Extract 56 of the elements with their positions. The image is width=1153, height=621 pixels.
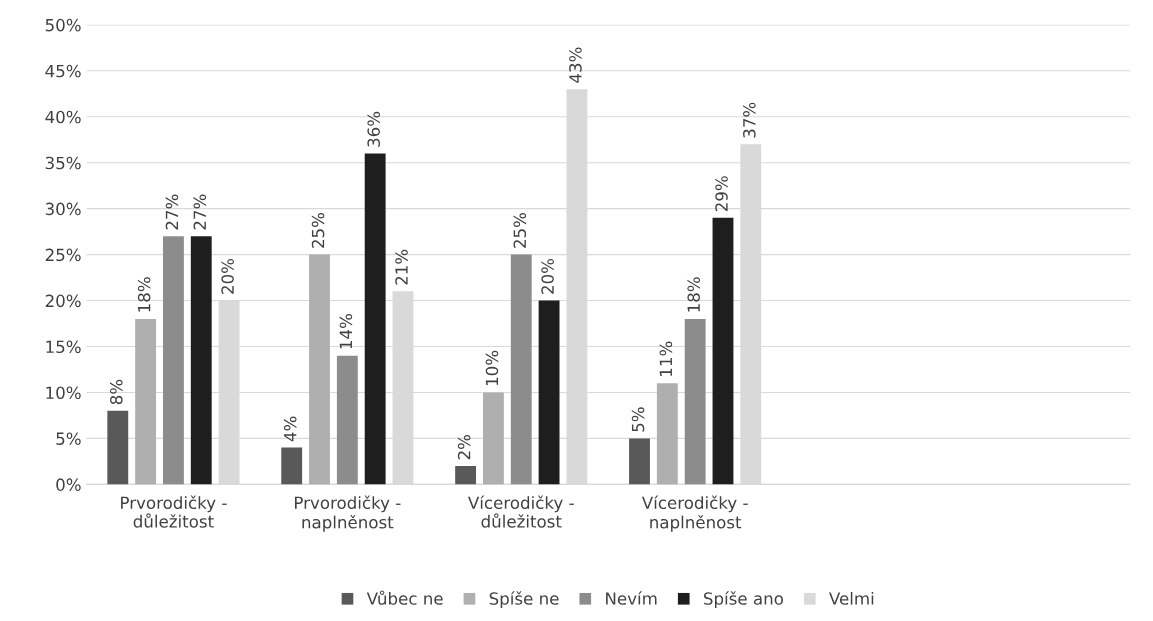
data-label: 4% [283, 416, 297, 442]
bar [712, 217, 734, 485]
data-label: 18% [687, 277, 700, 312]
bar [107, 410, 129, 485]
bar [656, 383, 678, 485]
y-tick-label: 35% [45, 156, 81, 170]
data-label: 43% [569, 47, 582, 83]
y-tick-label: 10% [46, 386, 81, 400]
bar [455, 466, 477, 485]
y-tick-label: 5% [56, 432, 81, 445]
bar [336, 355, 358, 485]
legend-label: Velmi [829, 591, 874, 605]
x-tick-label: Vícerodičky - důležitost [468, 495, 574, 528]
data-label: 5% [631, 407, 645, 432]
data-label: 11% [659, 341, 673, 376]
x-tick-label: Prvorodičky - naplněnost [295, 495, 401, 532]
y-tick-label: 25% [45, 248, 81, 262]
legend-label: Spíše ano [704, 591, 783, 609]
y-tick-label: 15% [46, 340, 81, 354]
bar [281, 447, 303, 485]
data-label: 14% [339, 314, 353, 349]
bar [309, 254, 330, 485]
bar [684, 318, 706, 485]
y-tick-label: 45% [45, 64, 81, 78]
x-tick-label: Prvorodičky - důležitost [121, 495, 227, 528]
y-tick-label: 30% [45, 202, 81, 216]
x-tick-label: Vícerodičky - naplněnost [641, 495, 748, 532]
data-label: 36% [367, 111, 380, 147]
data-label: 25% [513, 212, 527, 248]
bar [364, 153, 386, 485]
bar [482, 392, 504, 485]
data-label: 2% [457, 434, 471, 460]
bar [538, 300, 560, 485]
data-label: 37% [743, 102, 756, 138]
bar [163, 236, 184, 485]
bar [629, 438, 650, 485]
data-label: 20% [541, 258, 554, 294]
legend-label: Nevím [606, 591, 657, 605]
y-tick-label: 0% [56, 478, 81, 491]
legend-label: Spíše ne [489, 591, 559, 609]
bar [510, 254, 532, 485]
data-label: 25% [311, 212, 325, 248]
bar [190, 236, 212, 485]
legend-label: Vůbec ne [366, 590, 443, 605]
y-tick-label: 40% [45, 110, 81, 124]
data-label: 27% [193, 194, 207, 230]
data-label: 18% [137, 277, 151, 312]
data-label: 27% [165, 194, 179, 230]
y-tick-label: 20% [45, 294, 81, 308]
data-label: 10% [485, 350, 499, 386]
y-tick-label: 50% [45, 18, 81, 32]
data-label: 20% [221, 258, 234, 294]
data-label: 21% [395, 249, 408, 285]
data-label: 8% [110, 379, 123, 405]
bar [135, 318, 157, 485]
data-label: 29% [715, 176, 728, 212]
